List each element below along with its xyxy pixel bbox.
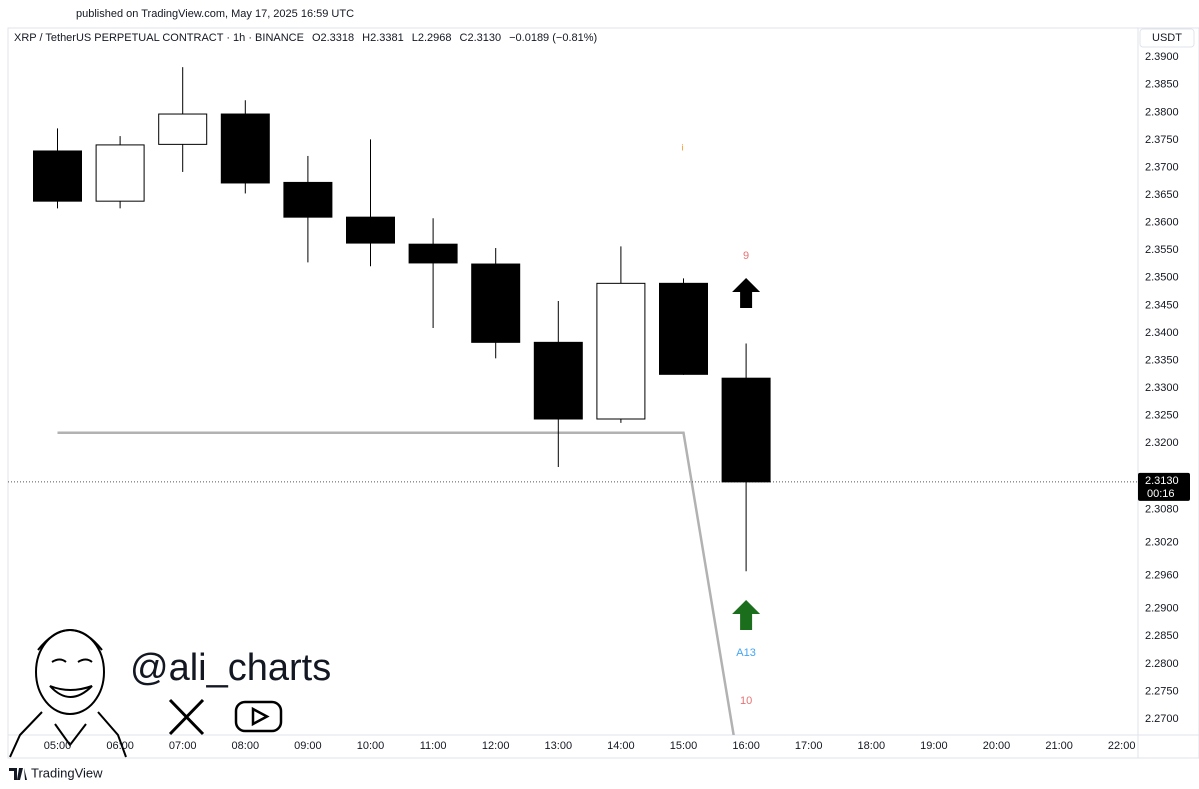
y-tick-label: 2.3300: [1145, 382, 1179, 394]
candle-body: [533, 341, 583, 420]
x-tick-label: 20:00: [983, 740, 1011, 752]
y-tick-label: 2.3700: [1145, 161, 1179, 173]
candle-body: [283, 181, 333, 218]
y-tick-label: 2.3080: [1145, 503, 1179, 515]
header-value: O2.3318: [312, 32, 354, 44]
plot-area: [8, 67, 1138, 735]
x-tick-label: 14:00: [607, 740, 635, 752]
y-tick-label: 2.2900: [1145, 603, 1179, 615]
x-tick-label: 15:00: [670, 740, 698, 752]
signal-arrow: [732, 278, 761, 308]
smile: [49, 685, 93, 698]
symbol-title: XRP / TetherUS PERPETUAL CONTRACT · 1h ·…: [14, 32, 304, 44]
annotation: i: [682, 142, 684, 152]
candle-body: [220, 113, 270, 184]
y-tick-label: 2.2850: [1145, 630, 1179, 642]
watermark-handle: @ali_charts: [130, 647, 331, 689]
candle-body: [659, 282, 708, 375]
x-tick-label: 06:00: [106, 740, 134, 752]
brand-name: TradingView: [31, 765, 103, 780]
y-tick-label: 2.3450: [1145, 299, 1179, 311]
watermark: [9, 629, 283, 758]
y-tick-label: 2.2700: [1145, 713, 1179, 725]
candle-body: [95, 144, 145, 202]
x-tick-label: 09:00: [294, 740, 322, 752]
head-top: [37, 629, 103, 651]
y-tick-label: 2.3200: [1145, 437, 1179, 449]
y-tick-label: 2.3900: [1145, 51, 1179, 63]
y-axis-unit: USDT: [1152, 32, 1182, 44]
y-tick-label: 2.3020: [1145, 536, 1179, 548]
x-tick-label: 18:00: [858, 740, 886, 752]
candle-body: [33, 150, 82, 202]
x-tick-label: 11:00: [420, 740, 447, 752]
x-tick-label: 08:00: [232, 740, 260, 752]
last-price-box: [1138, 472, 1190, 501]
x-tick-label: 22:00: [1108, 740, 1136, 752]
header-value: −0.0189 (−0.81%): [509, 32, 597, 44]
unit-box: [1139, 28, 1195, 48]
level-line: [57, 431, 735, 735]
y-tick-label: 2.3750: [1145, 134, 1179, 146]
last-price-label: 2.3130: [1145, 475, 1179, 487]
candle-body: [596, 282, 646, 420]
annotation: A13: [736, 647, 756, 659]
published-note: published on TradingView.com, May 17, 20…: [76, 8, 354, 20]
y-tick-label: 2.3650: [1145, 189, 1179, 201]
x-icon: [168, 698, 205, 736]
x-tick-label: 05:00: [44, 740, 72, 752]
annotation: 9: [743, 250, 749, 262]
chart-frame: [7, 27, 1199, 759]
header-value: C2.3130: [460, 32, 502, 44]
x-tick-label: 16:00: [732, 740, 760, 752]
annotation: 10: [740, 695, 752, 707]
y-tick-label: 2.2800: [1145, 658, 1179, 670]
y-tick-label: 2.3550: [1145, 244, 1179, 256]
x-tick-label: 10:00: [357, 740, 385, 752]
x-tick-label: 12:00: [482, 740, 510, 752]
y-tick-label: 2.3850: [1145, 79, 1179, 91]
y-tick-label: 2.3600: [1145, 217, 1179, 229]
x-tick-label: 13:00: [545, 740, 573, 752]
header-value: L2.2968: [412, 32, 452, 44]
brand-logo: [9, 768, 27, 780]
x-tick-label: 17:00: [795, 740, 823, 752]
candle-body: [721, 377, 771, 483]
x-tick-label: 07:00: [169, 740, 197, 752]
candle-body: [158, 113, 208, 145]
candle-body: [408, 243, 458, 264]
eyes: [51, 658, 93, 663]
youtube-play: [251, 706, 270, 727]
x-tick-label: 21:00: [1045, 740, 1073, 752]
x-tick-label: 19:00: [920, 740, 948, 752]
youtube-icon: [234, 700, 283, 733]
y-tick-label: 2.3500: [1145, 272, 1179, 284]
y-tick-label: 2.3250: [1145, 410, 1179, 422]
y-tick-label: 2.3800: [1145, 106, 1179, 118]
y-tick-label: 2.2750: [1145, 685, 1179, 697]
candle-body: [346, 216, 395, 244]
y-tick-label: 2.3400: [1145, 327, 1179, 339]
signal-arrow: [732, 600, 761, 630]
y-tick-label: 2.3350: [1145, 354, 1179, 366]
y-tick-label: 2.2960: [1145, 570, 1179, 582]
face: [35, 629, 105, 715]
candle-body: [471, 263, 521, 343]
shoulders: [9, 711, 127, 758]
countdown: 00:16: [1147, 488, 1175, 500]
header-value: H2.3381: [362, 32, 404, 44]
